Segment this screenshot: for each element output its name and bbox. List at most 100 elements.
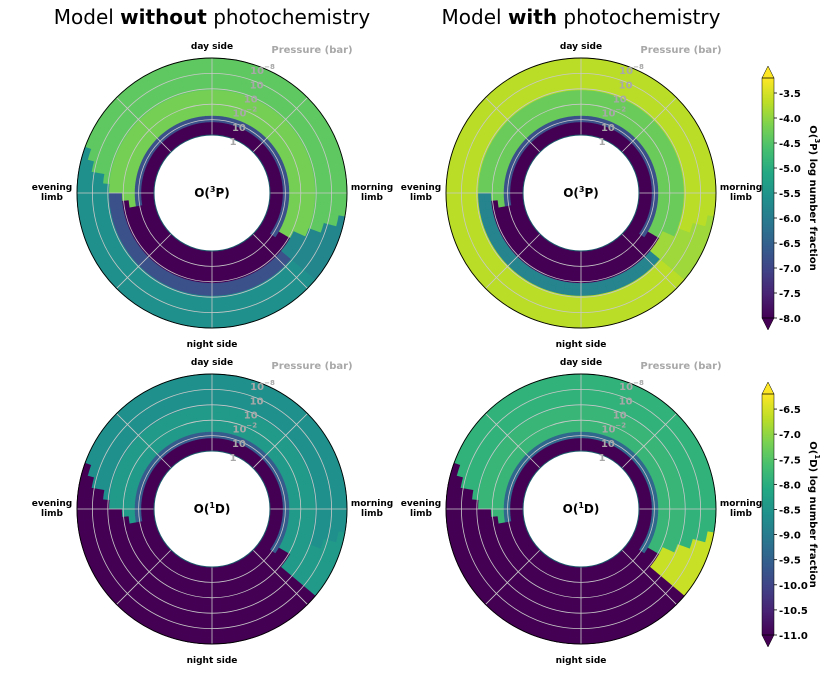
heat-cell [579,605,591,613]
heat-cell [593,432,602,441]
heat-cell [670,184,678,195]
heat-cell [165,377,181,389]
heat-cell [485,254,498,268]
heat-cell [251,592,264,604]
heat-cell [217,578,226,587]
heat-cell [581,412,591,420]
heat-cell [629,397,644,410]
heat-cell [333,193,341,206]
heat-cell [598,400,611,410]
heat-cell [485,482,495,494]
heat-cell [135,172,144,181]
heat-cell [698,530,709,544]
heat-cell [574,257,581,265]
heat-cell [554,91,566,100]
heat-cell [449,540,461,556]
heat-cell [469,117,482,132]
heat-cell [475,133,487,147]
heat-cell [492,230,503,242]
heat-cell [184,601,196,611]
heat-cell [614,62,629,73]
heat-cell [217,438,226,446]
heat-cell [484,199,493,210]
heat-cell [504,520,513,530]
heat-cell [114,541,125,553]
heat-cell [465,517,474,530]
heat-cell [284,164,294,174]
heat-cell [552,84,565,94]
grid-radial [252,549,308,605]
heat-cell [581,444,588,452]
heat-cell [526,409,539,420]
heat-cell [322,550,334,565]
heat-cell [212,424,221,433]
heat-cell [637,176,645,184]
heat-cell [597,407,609,417]
heat-cell [498,86,512,100]
heat-cell [133,297,148,311]
heat-cell [617,608,631,619]
heat-cell [311,459,322,473]
pressure-tick-label: 1 [230,137,237,148]
heat-cell [534,89,547,100]
heat-cell [694,203,704,216]
heat-cell [339,193,348,207]
heat-cell [299,542,310,554]
heat-cell [286,487,295,497]
heat-cell [709,497,717,511]
heat-cell [635,486,644,495]
heat-cell [177,626,191,637]
heat-cell [304,579,318,593]
heat-cell [554,595,566,605]
heat-cell [196,584,206,593]
heat-cell [464,191,473,204]
heat-cell [458,440,471,455]
heat-cell [259,609,274,621]
heat-cell [329,214,340,228]
heat-cell [668,167,677,179]
heat-cell [635,170,644,179]
heat-cell [512,525,521,534]
heat-cell [218,425,228,434]
heat-cell [306,239,318,253]
heat-cell [458,517,468,531]
heat-cell [518,292,533,305]
heat-cell [674,426,688,440]
heat-cell [317,560,329,575]
heat-cell [622,454,632,464]
heat-cell [486,548,498,561]
pressure-tick-label: 10 [250,396,264,407]
heat-cell [589,90,601,99]
heat-cell [212,64,225,72]
heat-cell [90,549,102,564]
heat-cell [247,89,260,101]
heat-cell [89,191,97,204]
heat-cell [445,202,455,217]
heat-cell [581,431,589,439]
heat-cell [205,566,212,574]
heat-cell [249,83,263,95]
heat-cell [300,176,309,187]
heat-cell [280,521,289,530]
heat-cell [567,431,576,440]
heat-cell [298,208,308,220]
heat-cell [103,209,113,222]
heat-cell [572,585,581,594]
heat-cell [115,183,123,193]
heat-cell [311,164,321,177]
heat-cell [178,65,193,75]
heat-cell [179,620,192,630]
heat-cell [288,178,296,188]
heat-cell [588,288,599,297]
heat-cell [600,311,615,321]
heat-cell [699,475,709,490]
heat-cell [160,77,174,89]
heat-cell [530,238,540,248]
heat-cell [647,166,657,176]
heat-cell [626,142,637,153]
heat-cell [83,507,91,521]
heat-cell [601,72,614,82]
heat-cell [668,542,679,554]
heat-cell [549,388,563,398]
heat-cell [651,403,665,417]
